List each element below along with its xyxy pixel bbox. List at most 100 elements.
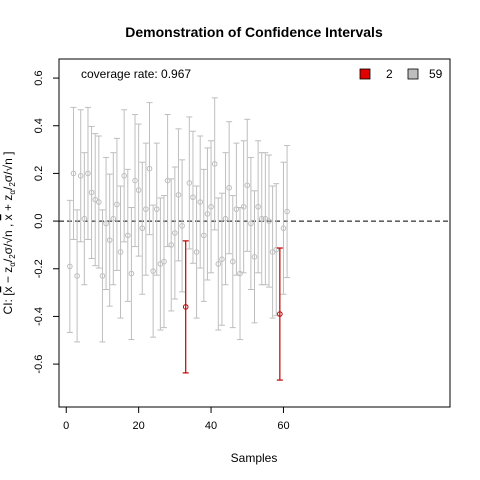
sample-mean-point bbox=[258, 215, 265, 222]
sample-mean-point bbox=[85, 170, 91, 177]
sample-mean-point bbox=[201, 232, 207, 239]
covered-interval bbox=[171, 166, 178, 300]
sample-mean-point bbox=[251, 254, 258, 260]
coverage-rate-annotation: coverage rate: 0.967 bbox=[81, 67, 191, 81]
covered-interval bbox=[153, 142, 160, 276]
sample-mean-point bbox=[193, 249, 200, 255]
sample-mean-point bbox=[117, 249, 124, 255]
sample-mean-point bbox=[164, 177, 171, 184]
covered-interval bbox=[280, 161, 287, 295]
sample-mean-point bbox=[81, 215, 88, 222]
x-axis-label: Samples bbox=[231, 451, 278, 465]
sample-mean-point bbox=[114, 201, 120, 208]
covered-interval bbox=[74, 209, 81, 343]
sample-mean-point bbox=[244, 182, 251, 189]
covered-interval bbox=[265, 154, 272, 288]
legend: 2 59 bbox=[359, 67, 443, 81]
covered-interval bbox=[142, 142, 149, 276]
sample-mean-point bbox=[70, 170, 77, 177]
covered-interval bbox=[189, 130, 196, 264]
covered-interval bbox=[284, 145, 291, 279]
sample-mean-point bbox=[284, 208, 290, 215]
covered-interval bbox=[215, 197, 222, 331]
covered-interval bbox=[258, 152, 265, 286]
chart-title: Demonstration of Confidence Intervals bbox=[125, 24, 383, 40]
x-tick-label: 0 bbox=[63, 420, 69, 432]
covered-interval bbox=[222, 152, 229, 286]
covered-interval bbox=[160, 195, 167, 329]
sample-mean-point bbox=[186, 180, 193, 186]
covered-interval bbox=[146, 102, 153, 236]
covered-interval bbox=[197, 135, 204, 269]
sample-mean-point bbox=[106, 237, 113, 243]
interval-series bbox=[66, 97, 291, 381]
sample-mean-point bbox=[67, 263, 73, 270]
y-tick-label: -0.6 bbox=[33, 355, 45, 374]
sample-mean-point bbox=[77, 172, 84, 179]
covered-interval bbox=[229, 195, 236, 329]
covered-interval bbox=[150, 204, 157, 338]
covered-interval bbox=[193, 185, 200, 319]
sample-mean-point bbox=[229, 258, 236, 265]
covered-interval bbox=[226, 121, 233, 255]
legend-swatch-missed bbox=[359, 68, 371, 80]
sample-mean-point bbox=[103, 220, 109, 227]
sample-mean-point bbox=[132, 177, 138, 184]
sample-mean-point bbox=[146, 165, 153, 172]
covered-interval bbox=[273, 183, 280, 317]
covered-interval bbox=[269, 185, 276, 319]
sample-mean-point bbox=[233, 206, 240, 212]
sample-mean-point bbox=[128, 270, 135, 277]
sample-mean-point bbox=[139, 225, 146, 232]
sample-mean-point bbox=[161, 258, 167, 265]
sample-mean-point bbox=[222, 215, 229, 222]
covered-interval bbox=[186, 116, 193, 250]
sample-mean-point bbox=[197, 199, 203, 205]
covered-interval bbox=[237, 206, 244, 341]
sample-mean-point bbox=[204, 211, 211, 217]
covered-interval bbox=[132, 114, 139, 248]
sample-mean-point bbox=[215, 261, 222, 267]
sample-mean-point bbox=[96, 199, 102, 205]
covered-interval bbox=[208, 140, 215, 274]
covered-interval bbox=[99, 209, 106, 343]
y-tick-label: 0.0 bbox=[33, 213, 45, 228]
missed-interval bbox=[182, 240, 189, 374]
sample-mean-point bbox=[99, 273, 106, 279]
x-tick-label: 40 bbox=[205, 420, 217, 432]
covered-interval bbox=[251, 190, 258, 324]
sample-mean-point bbox=[168, 242, 175, 248]
covered-interval bbox=[247, 156, 254, 290]
sample-mean-point bbox=[179, 223, 185, 229]
sample-mean-point bbox=[219, 256, 225, 263]
sample-mean-point bbox=[172, 230, 178, 236]
covered-interval bbox=[113, 137, 120, 271]
legend-swatch-covered bbox=[407, 68, 419, 80]
covered-interval bbox=[164, 114, 171, 248]
sample-mean-point bbox=[211, 161, 218, 167]
covered-interval bbox=[168, 178, 175, 312]
y-axis-label: CI: [x − zα/2σ/√n , x + zα/2σ/√n ] bbox=[1, 152, 17, 315]
sample-mean-point bbox=[175, 192, 182, 198]
sample-mean-point bbox=[153, 206, 160, 212]
sample-mean-point bbox=[280, 225, 287, 232]
covered-interval bbox=[106, 173, 113, 307]
covered-interval bbox=[262, 152, 269, 286]
covered-interval bbox=[240, 140, 247, 274]
sample-mean-point bbox=[226, 184, 232, 191]
y-tick-label: 0.4 bbox=[33, 118, 45, 133]
y-axis: -0.6 -0.4 -0.2 0.0 0.2 0.4 0.6 bbox=[33, 70, 60, 374]
covered-interval bbox=[103, 156, 110, 290]
covered-interval bbox=[95, 135, 102, 269]
sample-mean-point bbox=[190, 194, 196, 201]
legend-label-covered: 59 bbox=[429, 67, 443, 81]
covered-interval bbox=[124, 168, 131, 302]
sample-mean-point bbox=[124, 232, 131, 239]
covered-interval bbox=[218, 192, 225, 326]
covered-interval bbox=[110, 152, 117, 286]
sample-mean-point bbox=[255, 203, 261, 210]
sample-mean-point bbox=[237, 270, 243, 277]
x-axis: 0 20 40 60 bbox=[63, 406, 290, 432]
covered-interval bbox=[88, 125, 95, 260]
